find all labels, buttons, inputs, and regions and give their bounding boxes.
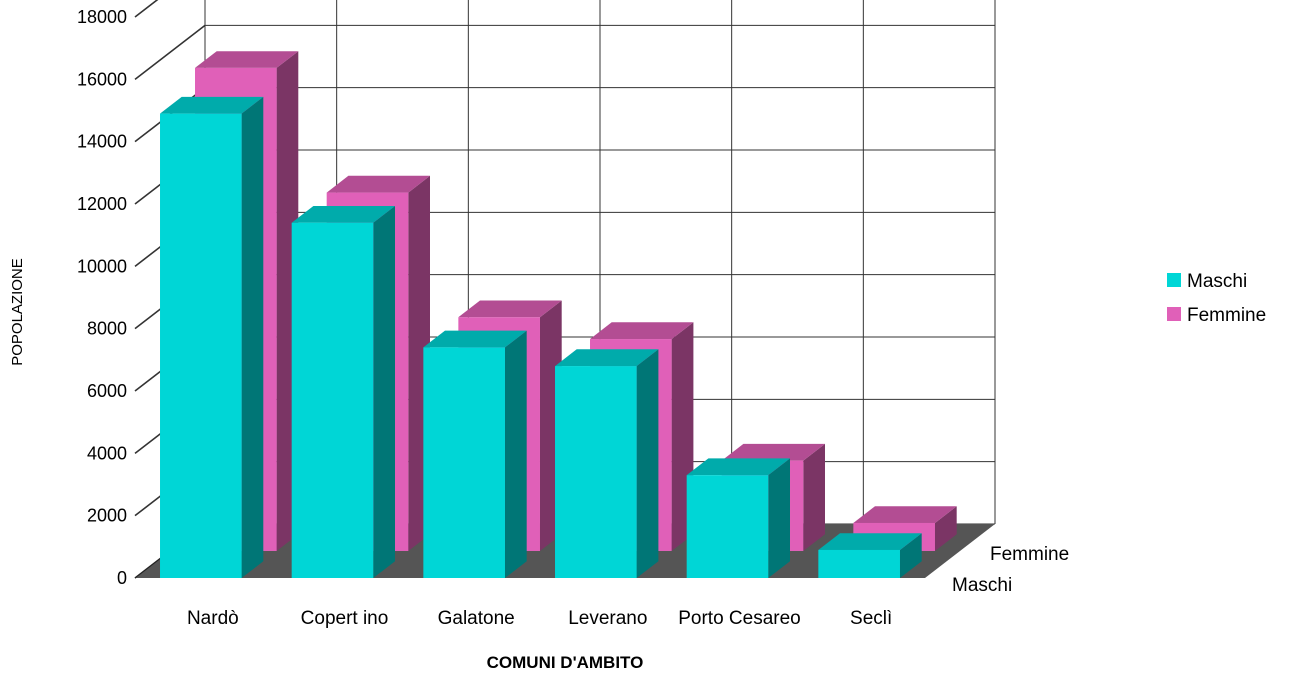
gridline-side-8 (134, 24, 206, 80)
y-axis-label: POPOLAZIONE (9, 258, 26, 366)
bar-front (423, 347, 505, 578)
bar (818, 533, 922, 578)
y-tick-label: 4000 (87, 443, 127, 463)
legend-swatch (1167, 307, 1181, 321)
bars (160, 51, 957, 579)
legend-swatch (1167, 273, 1181, 287)
bar-top (853, 506, 957, 523)
bar (291, 206, 395, 578)
bar-top (291, 206, 395, 223)
bar-top (458, 300, 562, 318)
bar (423, 330, 527, 578)
y-tick-label: 14000 (77, 132, 127, 152)
x-tick-label: Nardò (187, 608, 239, 629)
bar (555, 349, 659, 578)
y-tick-label: 6000 (87, 381, 127, 401)
bar-top (590, 322, 694, 340)
legend-label: Femmine (1187, 305, 1266, 326)
bar-side (803, 443, 825, 551)
x-tick-label: Porto Cesareo (678, 608, 801, 629)
bar (686, 458, 790, 578)
x-tick-label: Leverano (568, 608, 647, 629)
bar-top (423, 330, 527, 348)
bar-top (686, 458, 790, 476)
y-tick-label: 8000 (87, 319, 127, 339)
x-tick-label: Copert ino (301, 608, 389, 629)
bar (160, 96, 264, 579)
bar-front (291, 222, 374, 578)
bar-top (721, 443, 825, 461)
bar-side (935, 506, 957, 551)
bar-side (900, 533, 922, 578)
bar-side (768, 458, 790, 578)
legend: Maschi Femmine (1167, 271, 1266, 326)
depth-axis-label: Maschi (952, 575, 1012, 596)
bar-top (160, 96, 264, 114)
bar-top (818, 533, 922, 550)
x-tick-label: Seclì (850, 608, 892, 629)
y-tick-label: 0 (117, 568, 127, 588)
bar-front (686, 475, 769, 578)
bar-side (505, 330, 527, 578)
bar-side (373, 206, 395, 578)
gridline-side-9 (134, 0, 159, 18)
y-tick-label: 18000 (77, 7, 127, 27)
labels: 0 2000 4000 6000 8000 10000 12000 14000 16000 180… (77, 7, 1266, 629)
bar-side (636, 349, 659, 578)
y-tick-label: 10000 (77, 256, 127, 276)
x-axis-label: COMUNI D'AMBITO (487, 653, 644, 672)
bar-top (195, 51, 299, 68)
bar-top (326, 175, 430, 193)
bar-front (160, 113, 242, 578)
y-tick-label: 2000 (87, 506, 127, 526)
bar-side (241, 96, 264, 579)
bar-front (818, 549, 900, 578)
bar-top (555, 349, 659, 367)
x-tick-label: Galatone (438, 608, 515, 629)
bar-front (555, 366, 637, 578)
y-tick-label: 12000 (77, 194, 127, 214)
y-tick-label: 16000 (77, 69, 127, 89)
depth-axis-label: Femmine (990, 544, 1069, 565)
legend-label: Maschi (1187, 271, 1247, 292)
